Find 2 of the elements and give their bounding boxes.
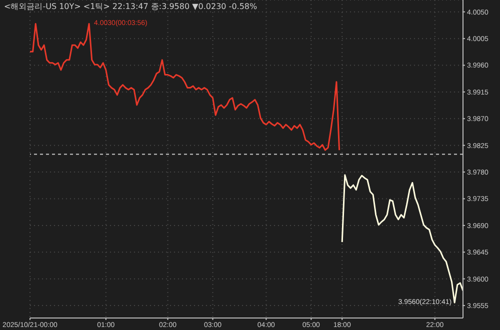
chart-title: <해외금리-US 10Y> <1틱> 22:13:47 종:3.9580 ▼0.0230 -0.58% <box>4 1 258 12</box>
line-series <box>341 174 463 304</box>
